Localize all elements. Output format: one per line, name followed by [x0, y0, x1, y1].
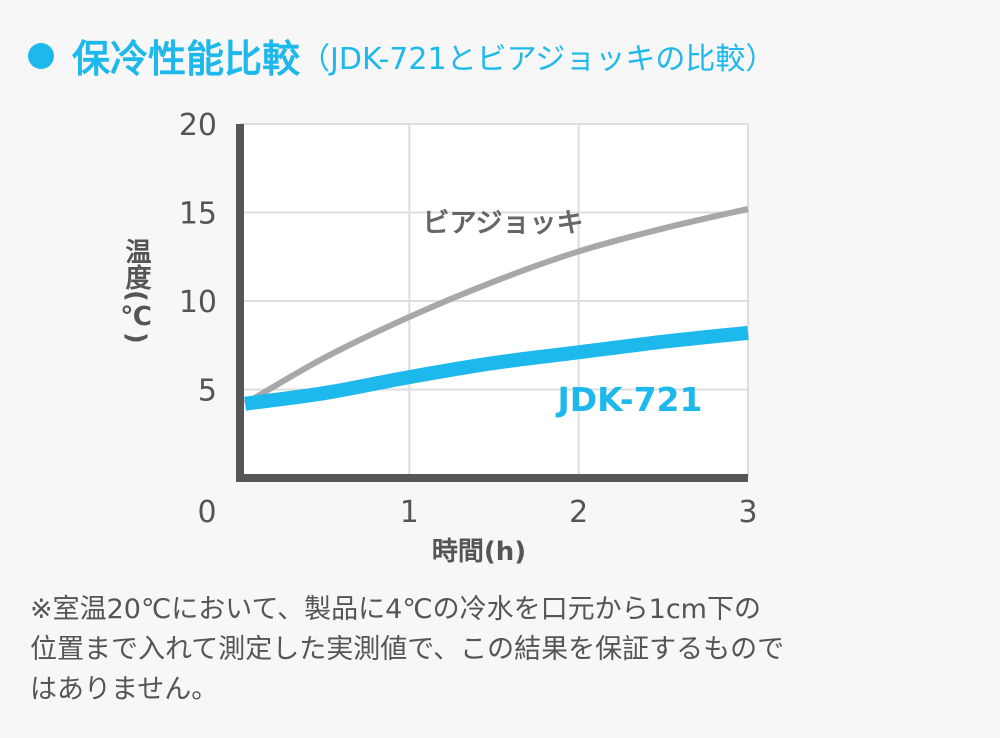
y-tick-label: 10	[179, 285, 217, 320]
footnote-line: はありません。	[30, 674, 219, 705]
axes	[236, 124, 748, 482]
line-chart: 5 10 15 20 0 1 2 3 ビアジョッキ JDK-721 時間(h) 温度(℃)	[121, 108, 758, 567]
x-tick-label: 2	[569, 495, 588, 530]
series-label-jdk721: JDK-721	[556, 380, 703, 419]
series-label-beer-mug: ビアジョッキ	[423, 208, 584, 239]
footnote-line: ※室温20℃において、製品に4℃の冷水を口元から1cm下の	[30, 594, 761, 625]
y-axis-label: 温度(℃)	[121, 238, 151, 344]
x-tick-label: 1	[400, 495, 419, 530]
footnote-line: 位置まで入れて測定した実測値で、この結果を保証するもので	[30, 634, 785, 665]
y-tick-label: 5	[198, 374, 217, 409]
x-axis-label: 時間(h)	[432, 537, 526, 567]
series-line-1	[244, 325, 749, 411]
footnote: ※室温20℃において、製品に4℃の冷水を口元から1cm下の 位置まで入れて測定し…	[30, 590, 980, 710]
x-tick-label: 0	[197, 495, 216, 530]
y-tick-label: 15	[179, 197, 217, 232]
x-tick-label: 3	[738, 495, 757, 530]
chart-title: 保冷性能比較 （JDK-721とビアジョッキの比較）	[28, 28, 775, 83]
y-tick-label: 20	[179, 108, 217, 143]
title-sub: （JDK-721とビアジョッキの比較）	[300, 41, 776, 77]
bullet-icon	[28, 42, 54, 69]
title-main: 保冷性能比較	[72, 37, 301, 81]
series-line-0	[243, 206, 749, 407]
